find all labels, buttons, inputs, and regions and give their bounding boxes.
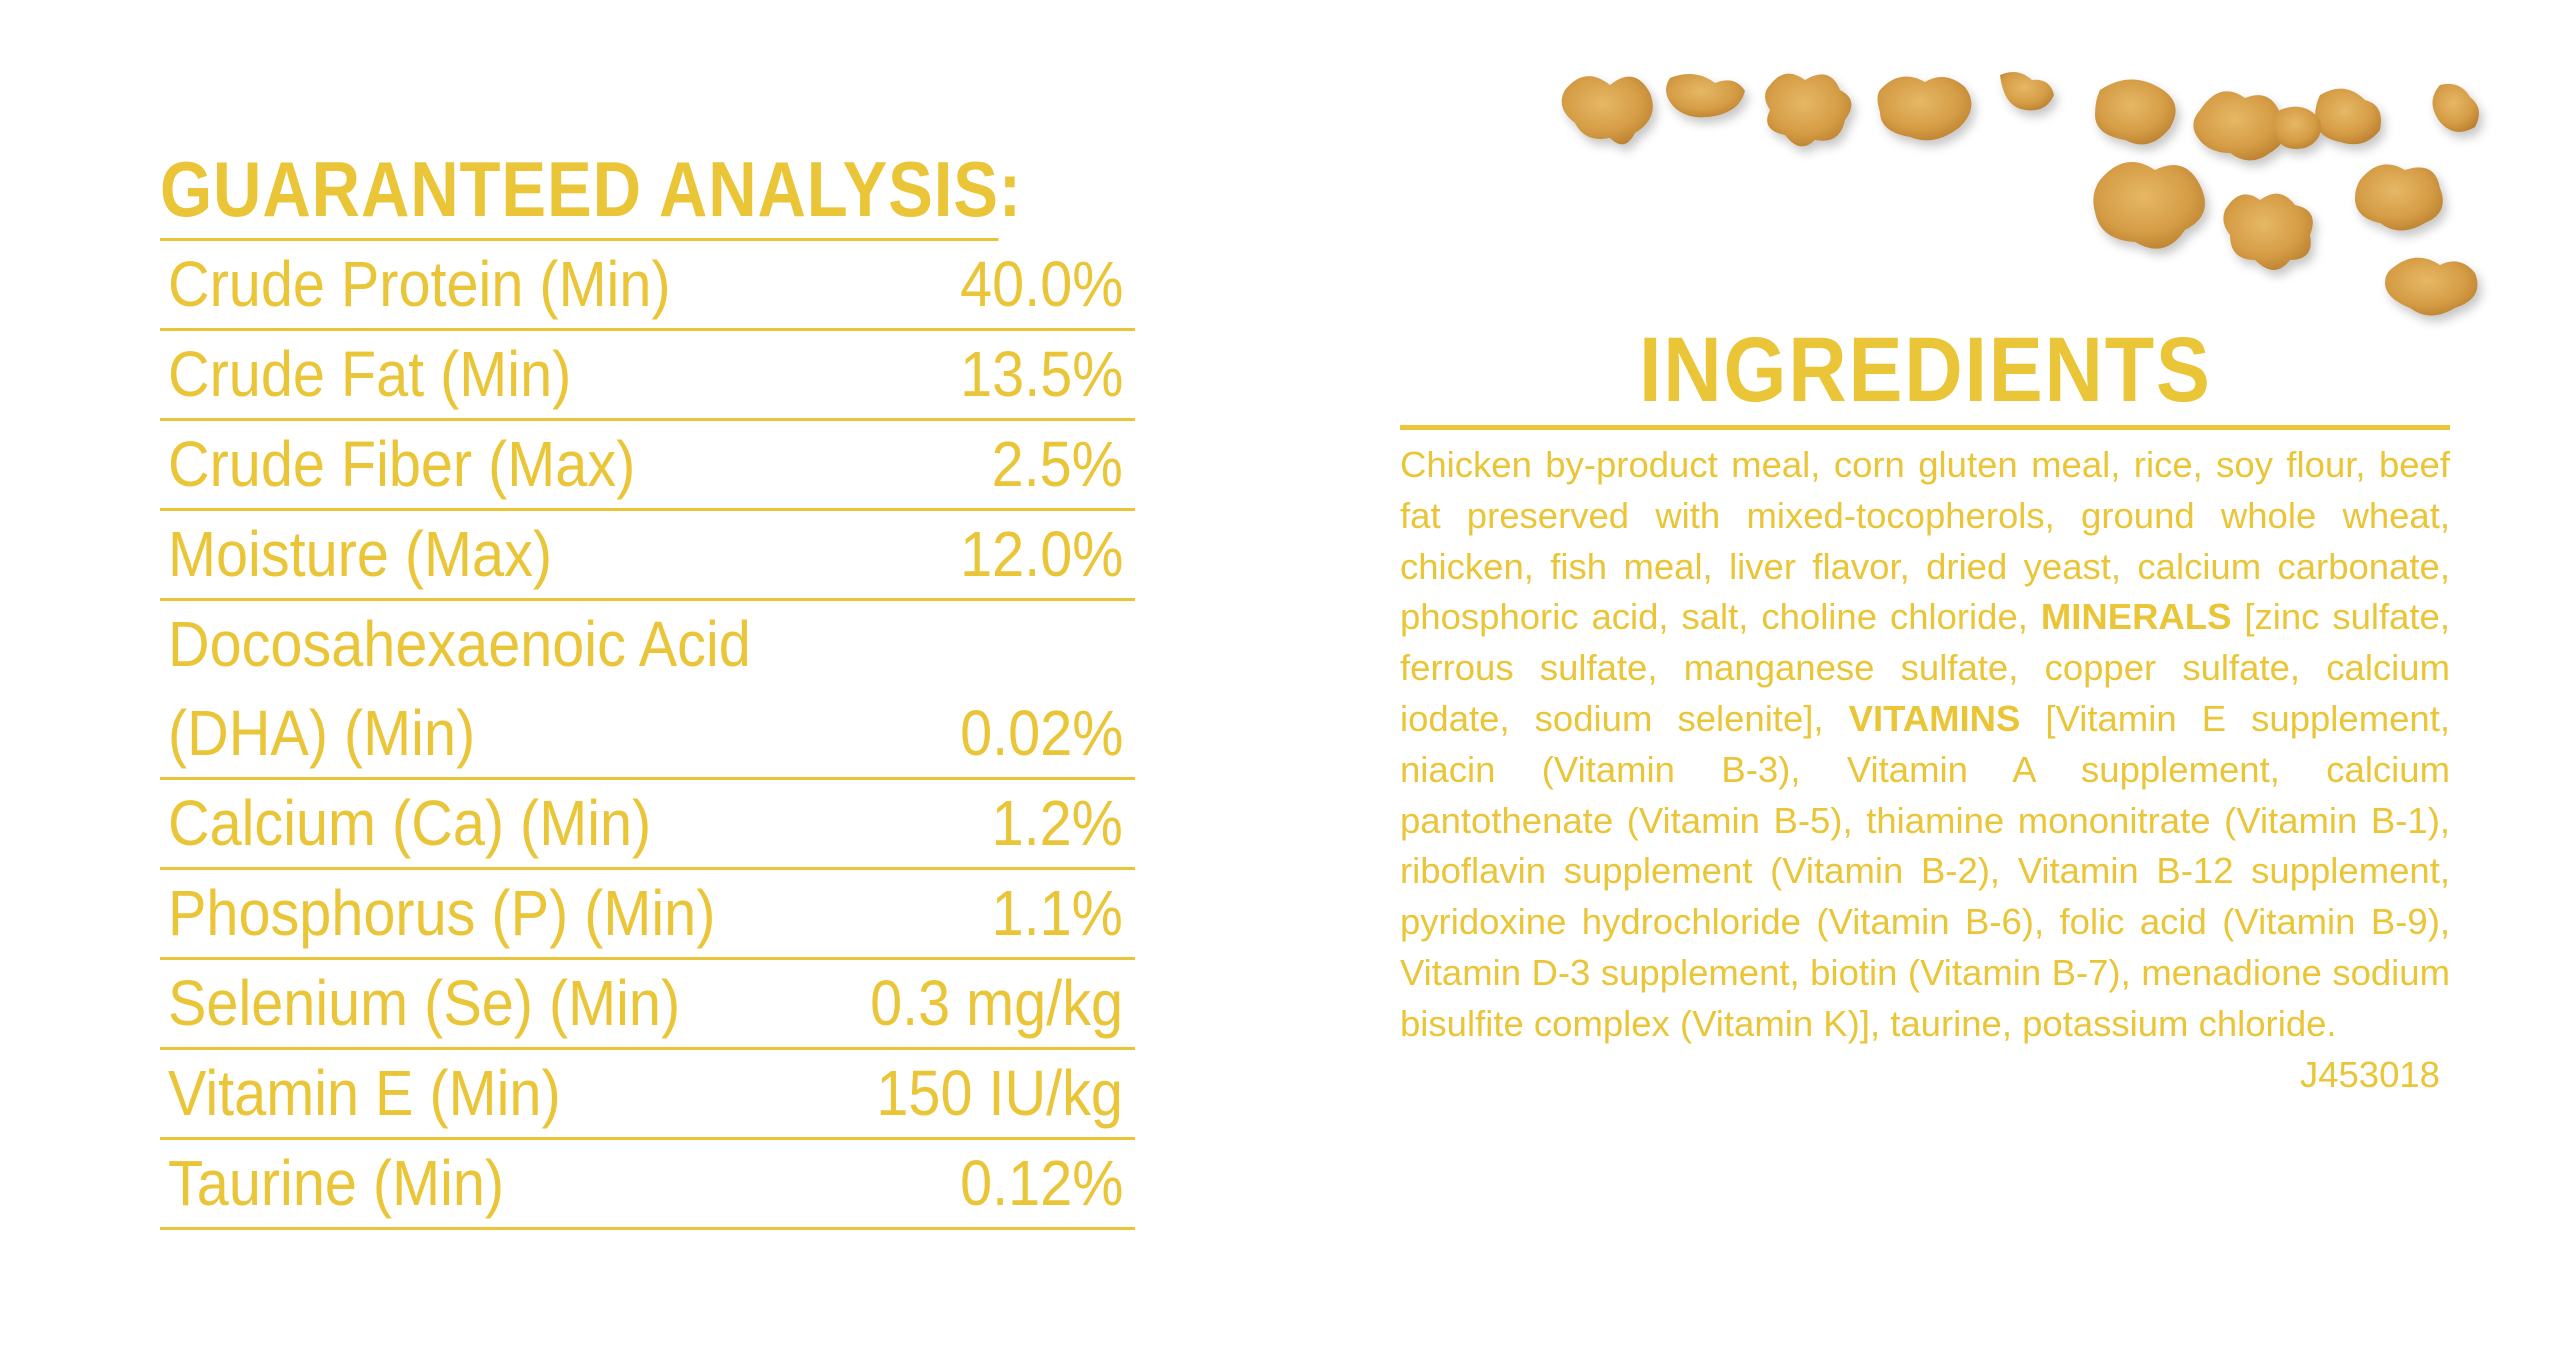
kibble-piece <box>2193 91 2286 161</box>
ingredients-part-2: [zinc sulfate, ferrous sulfate, manganes… <box>1400 596 2451 739</box>
analysis-row-label: Calcium (Ca) (Min) <box>168 787 652 859</box>
analysis-row-dha: Docosahexaenoic Acid (DHA) (Min) 0.02% <box>160 601 1135 780</box>
analysis-row-selenium: Selenium (Se) (Min) 0.3 mg/kg <box>160 960 1135 1050</box>
kibble-piece <box>1765 73 1852 147</box>
vitamins-label: VITAMINS <box>1848 697 2021 739</box>
analysis-row-moisture: Moisture (Max) 12.0% <box>160 511 1135 601</box>
ingredients-title: INGREDIENTS <box>1400 315 2450 430</box>
kibble-piece <box>1561 76 1653 145</box>
kibble-piece <box>2223 193 2313 270</box>
kibble-piece <box>2432 83 2479 132</box>
ingredients-part-3: [Vitamin E supplement, niacin (Vitamin B… <box>1400 697 2450 1044</box>
kibble-piece <box>2355 164 2443 231</box>
analysis-row-phosphorus: Phosphorus (P) (Min) 1.1% <box>160 870 1135 960</box>
ingredients-title-text: INGREDIENTS <box>1638 319 2212 421</box>
kibble-piece <box>2093 162 2205 249</box>
analysis-row-value: 12.0% <box>959 518 1123 590</box>
ingredients-text: Chicken by-product meal, corn gluten mea… <box>1400 440 2451 1095</box>
ingredients-part-1: Chicken by-product meal, corn gluten mea… <box>1400 444 2450 638</box>
analysis-row-value: 13.5% <box>959 338 1123 410</box>
analysis-row-label: Selenium (Se) (Min) <box>168 967 681 1039</box>
analysis-row-label: Crude Protein (Min) <box>168 248 671 320</box>
analysis-row-label: Crude Fat (Min) <box>168 338 572 410</box>
minerals-label: MINERALS <box>2040 596 2232 638</box>
analysis-row-value: 40.0% <box>959 248 1123 320</box>
analysis-row-value: 0.12% <box>959 1147 1123 1219</box>
analysis-row-label: Phosphorus (P) (Min) <box>168 877 716 949</box>
analysis-row-vitamin-e: Vitamin E (Min) 150 IU/kg <box>160 1050 1135 1140</box>
analysis-row-value: 1.1% <box>991 877 1123 949</box>
analysis-row-label: Vitamin E (Min) <box>168 1057 561 1129</box>
kibble-photo <box>1561 71 2479 316</box>
product-code: J453018 <box>2299 1053 2440 1095</box>
kibble-piece <box>2000 71 2054 111</box>
analysis-row-label-line1: Docosahexaenoic Acid <box>168 608 751 680</box>
analysis-row-calcium: Calcium (Ca) (Min) 1.2% <box>160 780 1135 870</box>
analysis-row-value: 2.5% <box>991 428 1123 500</box>
analysis-row-label: Taurine (Min) <box>168 1147 505 1219</box>
analysis-row-value: 1.2% <box>991 787 1123 859</box>
analysis-row-value: 150 IU/kg <box>876 1057 1123 1129</box>
analysis-row-crude-protein: Crude Protein (Min) 40.0% <box>160 241 1135 331</box>
analysis-row-value: 0.02% <box>959 697 1123 769</box>
ingredients-panel: INGREDIENTS Chicken by-product meal, cor… <box>1400 315 2450 1100</box>
kibble-piece <box>2385 257 2478 316</box>
analysis-row-label: Moisture (Max) <box>168 518 553 590</box>
analysis-row-crude-fiber: Crude Fiber (Max) 2.5% <box>160 421 1135 511</box>
analysis-row-value: 0.3 mg/kg <box>870 967 1123 1039</box>
kibble-piece <box>2315 88 2381 145</box>
analysis-row-taurine: Taurine (Min) 0.12% <box>160 1140 1135 1230</box>
kibble-piece <box>1666 74 1745 118</box>
analysis-row-label: Crude Fiber (Max) <box>168 428 636 500</box>
analysis-row-crude-fat: Crude Fat (Min) 13.5% <box>160 331 1135 421</box>
guaranteed-analysis-panel: GUARANTEED ANALYSIS: Crude Protein (Min)… <box>160 140 1135 1230</box>
analysis-row-label-line2: (DHA) (Min) <box>168 697 476 769</box>
kibble-piece <box>2095 79 2176 145</box>
kibble-piece <box>1877 76 1972 141</box>
kibble-piece <box>2273 106 2321 149</box>
guaranteed-analysis-title: GUARANTEED ANALYSIS: <box>160 140 1021 241</box>
